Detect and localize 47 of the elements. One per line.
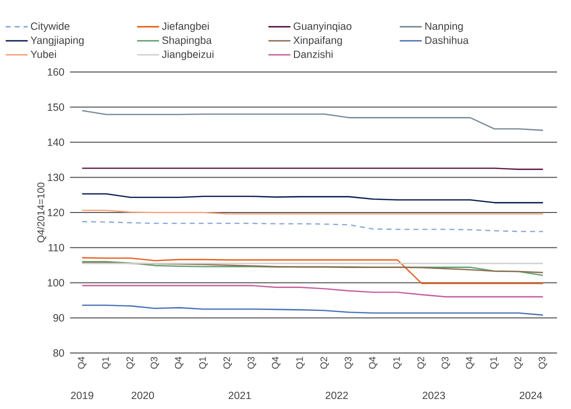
x-tick-label: Q3 bbox=[442, 356, 450, 369]
x-tick-label: Q3 bbox=[538, 356, 548, 369]
y-tick-label: 160 bbox=[48, 68, 64, 76]
text: 2022 bbox=[326, 392, 348, 400]
x-tick-label: Q1 bbox=[393, 356, 402, 369]
x-tick-label: Q3 bbox=[248, 356, 256, 369]
x-tick-label: Q4 bbox=[466, 356, 474, 369]
text: 2023 bbox=[422, 392, 445, 400]
y-tick-label: 110 bbox=[48, 244, 64, 252]
y-axis-title: Q4/2014=100 bbox=[37, 182, 46, 242]
text: 2021 bbox=[228, 392, 251, 400]
y-tick-label: 150 bbox=[48, 103, 64, 111]
x-tick-label: Q2 bbox=[417, 356, 426, 369]
legend-label: Jiangbeizui bbox=[162, 50, 214, 60]
x-tick-label: Q2 bbox=[514, 356, 523, 369]
legend-label: Citywide bbox=[30, 22, 70, 32]
x-tick-label: Q3 bbox=[150, 356, 160, 369]
x-tick-label: Q4 bbox=[272, 356, 280, 369]
x-tick-label: Q4 bbox=[174, 356, 184, 369]
x-tick-label: Q4 bbox=[368, 356, 378, 369]
x-tick-label: Q4 bbox=[78, 356, 86, 369]
y-tick-label: 120 bbox=[48, 208, 64, 216]
y-tick-label: 80 bbox=[53, 349, 64, 357]
text: 2024 bbox=[520, 392, 542, 400]
legend-label: Nanping bbox=[425, 22, 463, 32]
legend-label: Xinpaifang bbox=[293, 36, 342, 46]
x-tick-label: Q1 bbox=[199, 356, 208, 369]
text: 2020 bbox=[132, 392, 154, 400]
y-tick-label: 90 bbox=[53, 314, 64, 322]
x-tick-label: Q2 bbox=[320, 356, 329, 369]
legend-label: Dashihua bbox=[425, 36, 469, 44]
x-tick-label: Q3 bbox=[344, 356, 354, 369]
y-tick-label: 100 bbox=[48, 279, 64, 286]
legend-label: Shapingba bbox=[162, 36, 212, 46]
x-tick-label: Q2 bbox=[223, 356, 232, 369]
legend-label: Guanyinqiao bbox=[294, 22, 352, 32]
x-tick-label: Q1 bbox=[490, 356, 499, 369]
text: 2019 bbox=[71, 392, 94, 400]
x-tick-label: Q2 bbox=[126, 356, 135, 369]
legend-label: Yubei bbox=[30, 50, 56, 58]
x-tick-label: Q1 bbox=[102, 356, 111, 369]
x-tick-label: Q1 bbox=[296, 356, 305, 369]
legend-label: Danzishi bbox=[294, 50, 333, 58]
y-tick-label: 130 bbox=[48, 174, 64, 182]
y-tick-label: 140 bbox=[48, 138, 64, 146]
legend-label: Yangjiaping bbox=[30, 36, 84, 46]
legend-label: Jiefangbei bbox=[162, 22, 209, 32]
